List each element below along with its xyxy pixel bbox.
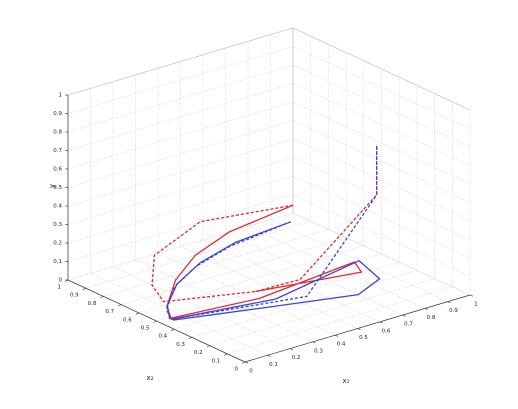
grid-line — [67, 83, 294, 151]
grid-line — [292, 120, 471, 203]
series-line — [166, 221, 381, 321]
grid-line — [292, 83, 471, 166]
x2-axis-label: x₂ — [147, 374, 154, 382]
y-tick-label: 0 — [59, 278, 63, 284]
grid-line — [292, 194, 471, 277]
grid-line — [121, 237, 347, 305]
x1-axis-label: x₁ — [343, 377, 350, 385]
x1-tick-label: 1 — [474, 302, 478, 308]
y-tick-label: 0.2 — [53, 241, 62, 247]
tick-mark — [171, 328, 175, 331]
x1-tick-label: 0.4 — [337, 342, 346, 348]
x1-tick-label: 0.5 — [359, 335, 368, 341]
grid-line — [292, 157, 471, 240]
tick-mark — [117, 304, 122, 307]
x2-tick-label: 0.6 — [123, 317, 132, 323]
x1-tick-label: 0 — [249, 369, 253, 375]
tick-mark — [188, 337, 193, 340]
y-tick-label: 1 — [59, 93, 63, 99]
grid-line — [67, 101, 294, 170]
y-tick-label: 0.8 — [53, 130, 62, 136]
grid-line — [67, 175, 294, 244]
grid-line — [292, 64, 471, 148]
y-tick-label: 0.1 — [53, 259, 62, 265]
tick-mark — [100, 296, 104, 299]
grid-line — [112, 266, 291, 349]
y-tick-label: 0.4 — [53, 204, 62, 210]
x1-tick-label: 0.9 — [449, 308, 458, 314]
axis-line — [244, 294, 471, 363]
grid-line — [209, 278, 435, 346]
grid-line — [191, 270, 417, 338]
y-tick-label: 0.9 — [53, 111, 62, 117]
grid-line — [85, 220, 311, 289]
grid-line — [292, 46, 471, 129]
x1-tick-label: 0.2 — [292, 355, 301, 361]
y-tick-label: 0.7 — [53, 148, 62, 154]
tick-mark — [82, 287, 86, 290]
grid-line — [67, 120, 294, 188]
grid-line — [292, 138, 471, 222]
x2-tick-label: 0.8 — [88, 301, 97, 307]
x2-tick-label: 0.5 — [141, 326, 150, 332]
tick-mark — [135, 312, 139, 315]
x2-tick-label: 0.3 — [176, 342, 185, 348]
x2-tick-label: 0.2 — [194, 350, 203, 356]
grid-line — [157, 252, 336, 336]
tick-mark — [241, 361, 246, 364]
y-tick-label: 0.5 — [53, 185, 62, 191]
grid-line — [67, 212, 294, 281]
x1-tick-label: 0.1 — [269, 362, 278, 368]
grid-line — [67, 194, 294, 262]
x2-tick-label: 0.4 — [158, 334, 167, 340]
grid-line — [67, 138, 294, 207]
grid-line — [292, 175, 471, 259]
axis-line — [67, 279, 246, 363]
grid-line — [292, 212, 471, 296]
x1-tick-label: 0.6 — [382, 328, 391, 334]
y-tick-label: 0.3 — [53, 222, 62, 228]
x2-tick-label: 0.7 — [105, 309, 114, 315]
grid-line — [67, 46, 294, 114]
grid-line — [227, 286, 453, 355]
grid-line — [67, 157, 294, 225]
x2-tick-label: 0.1 — [212, 358, 221, 364]
x2-tick-label: 0.9 — [70, 293, 79, 299]
series-line — [151, 144, 378, 303]
grid-line — [67, 64, 294, 133]
x1-tick-label: 0.7 — [404, 322, 413, 328]
tick-mark — [153, 320, 157, 323]
grid-line — [174, 261, 400, 330]
grid-line — [225, 232, 403, 316]
y-axis-label: y — [48, 184, 56, 188]
x2-tick-label: 0 — [235, 367, 239, 373]
tick-mark — [206, 345, 210, 348]
x1-tick-label: 0.8 — [427, 315, 436, 321]
grid-line — [156, 253, 382, 322]
grid-line — [292, 101, 471, 185]
tick-mark — [469, 294, 474, 297]
axis-line — [292, 27, 471, 111]
grid-line — [138, 245, 364, 314]
y-tick-label: 0.6 — [53, 167, 62, 173]
tick-mark — [224, 353, 228, 356]
axis-line — [67, 27, 294, 96]
x2-tick-label: 1 — [58, 285, 62, 291]
grid-line — [103, 229, 329, 297]
x1-tick-label: 0.3 — [314, 348, 323, 354]
